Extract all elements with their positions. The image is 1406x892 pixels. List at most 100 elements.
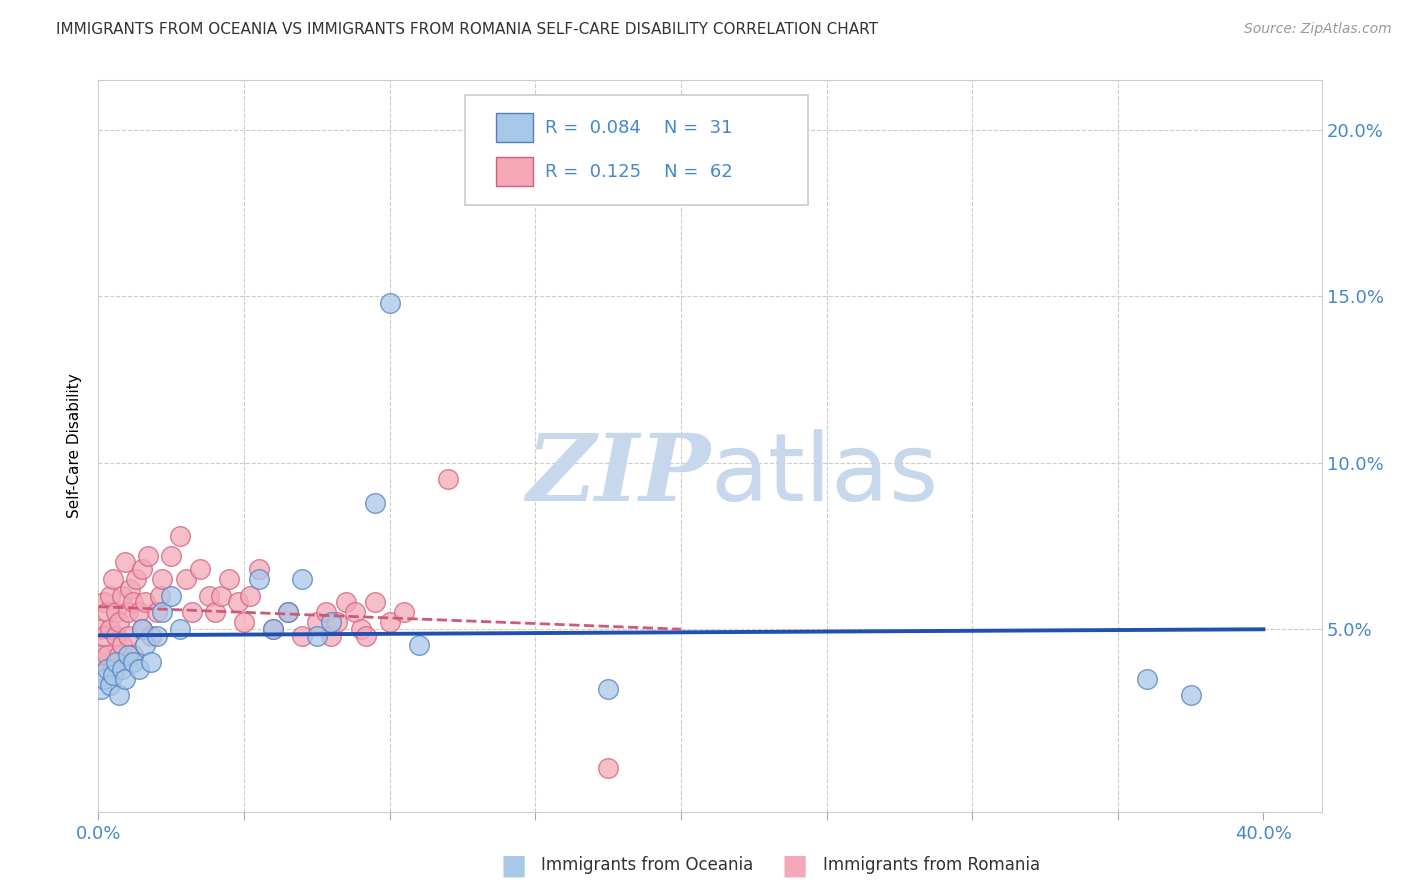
Point — [96, 662, 118, 676]
Point — [378, 615, 401, 630]
Text: ZIP: ZIP — [526, 430, 710, 520]
Point — [262, 622, 284, 636]
Text: Immigrants from Romania: Immigrants from Romania — [823, 856, 1039, 874]
Point — [93, 672, 115, 686]
Text: Immigrants from Oceania: Immigrants from Oceania — [541, 856, 754, 874]
Point — [149, 589, 172, 603]
Point — [114, 555, 136, 569]
Point — [321, 615, 343, 630]
Point — [247, 572, 270, 586]
Text: ■: ■ — [782, 851, 807, 880]
Point — [108, 615, 131, 630]
Point — [291, 572, 314, 586]
FancyBboxPatch shape — [496, 157, 533, 186]
Point — [98, 622, 121, 636]
Y-axis label: Self-Care Disability: Self-Care Disability — [67, 374, 83, 518]
Point — [117, 605, 139, 619]
Point — [122, 655, 145, 669]
Point — [101, 668, 124, 682]
Point — [152, 605, 174, 619]
Point — [104, 628, 127, 642]
Point — [160, 549, 183, 563]
Point — [90, 681, 112, 696]
Point — [131, 622, 153, 636]
Point — [169, 529, 191, 543]
FancyBboxPatch shape — [496, 113, 533, 143]
Point — [152, 572, 174, 586]
Point — [139, 628, 162, 642]
Point — [349, 622, 371, 636]
Text: ■: ■ — [501, 851, 526, 880]
Point — [335, 595, 357, 609]
Point — [139, 655, 162, 669]
Point — [1180, 689, 1202, 703]
Text: R =  0.084    N =  31: R = 0.084 N = 31 — [546, 119, 733, 136]
Point — [93, 595, 115, 609]
FancyBboxPatch shape — [465, 95, 808, 204]
Point — [180, 605, 202, 619]
Point — [305, 628, 328, 642]
Point — [321, 628, 343, 642]
Point — [125, 572, 148, 586]
Point — [169, 622, 191, 636]
Point — [226, 595, 249, 609]
Point — [96, 648, 118, 663]
Point — [111, 589, 134, 603]
Point — [174, 572, 197, 586]
Point — [111, 639, 134, 653]
Point — [392, 605, 416, 619]
Point — [291, 628, 314, 642]
Text: Source: ZipAtlas.com: Source: ZipAtlas.com — [1244, 22, 1392, 37]
Point — [209, 589, 232, 603]
Point — [262, 622, 284, 636]
Point — [104, 605, 127, 619]
Point — [343, 605, 366, 619]
Point — [90, 622, 112, 636]
Point — [277, 605, 299, 619]
Point — [198, 589, 221, 603]
Point — [136, 549, 159, 563]
Point — [596, 762, 619, 776]
Point — [120, 582, 142, 596]
Point — [93, 628, 115, 642]
Point — [378, 296, 401, 310]
Point — [104, 655, 127, 669]
Point — [437, 472, 460, 486]
Point — [305, 615, 328, 630]
Point — [315, 605, 337, 619]
Point — [90, 648, 112, 663]
Point — [98, 678, 121, 692]
Point — [122, 648, 145, 663]
Point — [233, 615, 256, 630]
Point — [117, 648, 139, 663]
Point — [122, 595, 145, 609]
Point — [408, 639, 430, 653]
Point — [111, 662, 134, 676]
Text: IMMIGRANTS FROM OCEANIA VS IMMIGRANTS FROM ROMANIA SELF-CARE DISABILITY CORRELAT: IMMIGRANTS FROM OCEANIA VS IMMIGRANTS FR… — [56, 22, 879, 37]
Point — [131, 562, 153, 576]
Point — [108, 648, 131, 663]
Point — [101, 572, 124, 586]
Point — [131, 622, 153, 636]
Point — [326, 615, 349, 630]
Point — [356, 628, 378, 642]
Point — [134, 595, 156, 609]
Point — [145, 605, 167, 619]
Point — [160, 589, 183, 603]
Point — [1136, 672, 1159, 686]
Point — [117, 628, 139, 642]
Point — [364, 495, 387, 509]
Point — [239, 589, 262, 603]
Text: atlas: atlas — [710, 429, 938, 521]
Point — [134, 639, 156, 653]
Point — [96, 605, 118, 619]
Point — [114, 672, 136, 686]
Point — [277, 605, 299, 619]
Point — [218, 572, 240, 586]
Point — [128, 662, 150, 676]
Text: R =  0.125    N =  62: R = 0.125 N = 62 — [546, 162, 733, 181]
Point — [188, 562, 212, 576]
Point — [204, 605, 226, 619]
Point — [101, 662, 124, 676]
Point — [108, 689, 131, 703]
